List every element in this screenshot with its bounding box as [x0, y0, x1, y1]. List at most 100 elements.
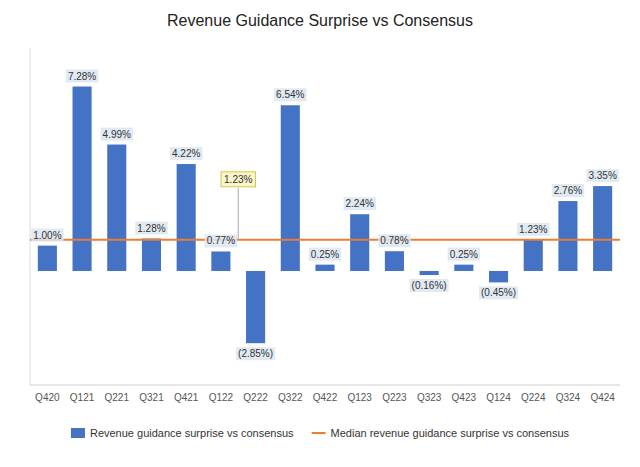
x-tick-label: Q420 [35, 392, 60, 403]
y-axis-line [30, 48, 31, 385]
bar [142, 239, 161, 271]
data-label: (2.85%) [236, 347, 275, 360]
data-label-bg [552, 184, 584, 197]
data-label: 2.76% [552, 184, 584, 197]
data-label: 0.25% [448, 248, 480, 261]
x-tick-label: Q421 [174, 392, 199, 403]
data-label-bg [344, 197, 376, 210]
data-label-text: 0.77% [207, 235, 235, 246]
data-label-text: 1.23% [519, 224, 547, 235]
data-label: 4.22% [170, 147, 202, 160]
x-tick-label: Q221 [105, 392, 130, 403]
legend-label: Revenue guidance surprise vs consensus [90, 427, 294, 439]
x-axis: Q420 Q121 Q221 Q321 Q421 Q122 Q222 Q322 Q422 Q123… [35, 392, 615, 403]
data-label-text: 4.22% [172, 148, 200, 159]
x-tick-label: Q323 [417, 392, 442, 403]
bar [454, 265, 473, 271]
data-label-text: 0.25% [450, 249, 478, 260]
chart: Revenue Guidance Surprise vs Consensus 1.… [0, 0, 640, 467]
legend-swatch [312, 432, 326, 434]
legend: Revenue guidance surprise vs consensus Me… [71, 427, 570, 439]
data-labels: 1.00% 7.28% 4.99% 1.28% 4.22% 0.77% (2.85%) 6.5… [31, 70, 619, 361]
data-label-text: 1.00% [33, 230, 61, 241]
legend-item: Median revenue guidance surprise vs cons… [312, 427, 570, 439]
bar [558, 201, 577, 271]
data-label-bg [448, 248, 480, 261]
data-label: 0.77% [205, 234, 237, 247]
bar [177, 164, 196, 271]
bar [420, 271, 439, 275]
x-tick-label: Q423 [452, 392, 477, 403]
data-label-bg [586, 169, 618, 182]
data-label: 2.24% [344, 197, 376, 210]
bar [315, 265, 334, 271]
data-label: 1.23% [517, 223, 549, 236]
data-label: (0.45%) [479, 286, 518, 299]
x-tick-label: Q424 [590, 392, 615, 403]
data-label: 1.28% [135, 222, 167, 235]
x-tick-label: Q322 [278, 392, 303, 403]
data-label-bg [378, 234, 410, 247]
data-label-text: (0.45%) [481, 287, 516, 298]
legend-swatch [71, 428, 85, 438]
bar [593, 186, 612, 271]
x-tick-label: Q224 [521, 392, 546, 403]
data-label-text: 0.25% [311, 249, 339, 260]
data-label-text: 6.54% [276, 89, 304, 100]
data-label-text: 0.78% [380, 235, 408, 246]
legend-label: Median revenue guidance surprise vs cons… [331, 427, 570, 439]
data-label-bg [31, 229, 63, 242]
data-label-bg [66, 70, 98, 83]
bar [38, 246, 57, 271]
data-label: 0.78% [378, 234, 410, 247]
data-label-text: 4.99% [103, 129, 131, 140]
x-tick-label: Q222 [243, 392, 268, 403]
title: Revenue Guidance Surprise vs Consensus [167, 12, 473, 29]
data-label-text: 2.24% [346, 198, 374, 209]
bar [73, 87, 92, 271]
annotation-connector [238, 188, 239, 240]
x-tick-label: Q422 [313, 392, 338, 403]
data-label-bg [205, 234, 237, 247]
data-label-text: 1.28% [137, 223, 165, 234]
data-label-text: 7.28% [68, 71, 96, 82]
data-label: 7.28% [66, 70, 98, 83]
data-label-bg [101, 128, 133, 141]
data-label-text: 2.76% [554, 185, 582, 196]
bar [350, 214, 369, 271]
data-label-bg [479, 286, 518, 299]
x-axis-line [30, 385, 620, 386]
x-tick-label: Q321 [139, 392, 164, 403]
bar [107, 145, 126, 271]
bar [211, 251, 230, 271]
plot-area [30, 87, 620, 344]
data-label: 0.25% [309, 248, 341, 261]
data-label-bg [170, 147, 202, 160]
annotation-box [221, 172, 255, 187]
data-label-bg [274, 88, 306, 101]
data-label-bg [236, 347, 275, 360]
data-label: 4.99% [101, 128, 133, 141]
data-label: 6.54% [274, 88, 306, 101]
annotation-text: 1.23% [224, 174, 252, 185]
data-label-text: (0.16%) [412, 280, 447, 291]
legend-item: Revenue guidance surprise vs consensus [71, 427, 294, 439]
x-tick-label: Q123 [347, 392, 372, 403]
x-tick-label: Q324 [556, 392, 581, 403]
bar [281, 105, 300, 271]
data-label: (0.16%) [410, 279, 449, 292]
x-tick-label: Q121 [70, 392, 95, 403]
data-label: 3.35% [586, 169, 618, 182]
x-tick-label: Q122 [209, 392, 234, 403]
annotation: 1.23% [221, 172, 255, 240]
data-label-bg [517, 223, 549, 236]
bar [524, 240, 543, 271]
data-label-bg [135, 222, 167, 235]
median-line [30, 239, 620, 241]
data-label: 1.00% [31, 229, 63, 242]
data-label-text: (2.85%) [238, 348, 273, 359]
x-tick-label: Q223 [382, 392, 407, 403]
x-tick-label: Q124 [486, 392, 511, 403]
data-label-bg [309, 248, 341, 261]
bar [385, 251, 404, 271]
